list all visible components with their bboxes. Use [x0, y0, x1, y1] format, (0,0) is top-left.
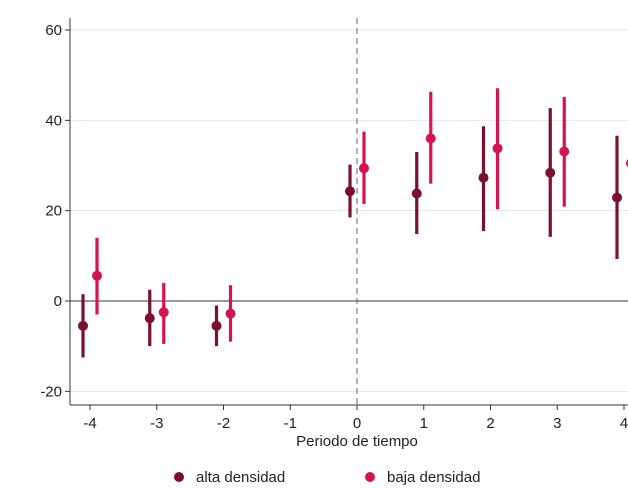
- data-point: [411, 188, 422, 199]
- data-point: [92, 270, 102, 281]
- y-tick-label: 20: [45, 203, 62, 220]
- data-point: [225, 308, 236, 319]
- y-tick-label: -20: [40, 383, 62, 400]
- data-point: [425, 133, 436, 144]
- axes: -20 0 20 40 60 -4 -3 -2 -1 0 1 2 3 4: [40, 18, 628, 432]
- data-point: [492, 143, 503, 154]
- gridlines: [70, 29, 628, 392]
- legend-item-alta-densidad: alta densidad: [174, 469, 285, 486]
- x-tick-label: 0: [353, 415, 361, 432]
- data-point: [345, 186, 355, 197]
- series-baja-densidad: [92, 88, 628, 344]
- data-point: [612, 192, 622, 203]
- y-tick-label: 40: [45, 112, 62, 129]
- data-point: [78, 320, 88, 331]
- y-tick-label: 0: [54, 293, 62, 310]
- y-tick-label: 60: [45, 22, 62, 39]
- series-alta-densidad: [78, 108, 622, 358]
- data-point: [559, 146, 570, 157]
- x-tick-label: 3: [553, 415, 561, 432]
- x-tick-label: -4: [83, 415, 96, 432]
- data-point: [545, 167, 556, 178]
- x-tick-label: -2: [217, 415, 230, 432]
- x-tick-label: -3: [150, 415, 163, 432]
- series-marks: [78, 88, 628, 358]
- legend: alta densidad baja densidad: [174, 469, 480, 486]
- legend-item-baja-densidad: baja densidad: [365, 469, 480, 486]
- x-tick-label: 1: [420, 415, 428, 432]
- x-tick-label: -1: [284, 415, 297, 432]
- data-point: [478, 172, 489, 183]
- legend-label: alta densidad: [196, 469, 285, 486]
- x-tick-label: 2: [486, 415, 494, 432]
- x-axis-title: Periodo de tiempo: [296, 433, 418, 450]
- data-point: [144, 313, 155, 324]
- data-point: [211, 320, 222, 331]
- legend-marker: [174, 472, 184, 482]
- data-point: [359, 163, 369, 174]
- data-point: [158, 307, 169, 318]
- legend-marker: [365, 472, 375, 482]
- legend-label: baja densidad: [387, 469, 480, 486]
- x-tick-label: 4: [620, 415, 628, 432]
